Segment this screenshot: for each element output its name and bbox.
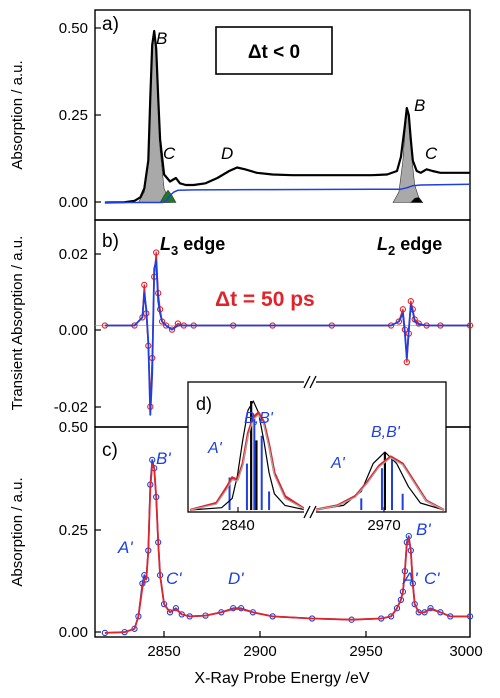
panel-c-series-red bbox=[104, 463, 470, 634]
panel-b-ylabel: Transient Absorption / a.u. bbox=[9, 236, 26, 411]
panel-b-red-point bbox=[162, 322, 170, 329]
panel-a-fill-1 bbox=[159, 189, 177, 203]
panel-b-red-point bbox=[395, 318, 403, 325]
panel-c-ytick: 0.00 bbox=[59, 624, 88, 641]
inset-left-series-black bbox=[189, 400, 307, 511]
l3-edge-word: edge bbox=[178, 234, 225, 254]
panel-c-ylabel: Absorption / a.u. bbox=[9, 477, 26, 586]
inset-x-tick-label: 2840 bbox=[221, 517, 254, 534]
x-tick-label: 2950 bbox=[349, 643, 382, 660]
x-tick-label: 2850 bbox=[147, 643, 180, 660]
l2-edge-word: edge bbox=[395, 234, 442, 254]
l2-edge-label: L2 edge bbox=[377, 234, 442, 258]
panel-c-ytick: 0.25 bbox=[59, 522, 88, 539]
inset-axis-break-top bbox=[303, 375, 317, 389]
panel-c-plot bbox=[101, 456, 474, 637]
panel-c-blue-point bbox=[393, 605, 401, 612]
peak-label: B' bbox=[416, 520, 431, 539]
delay-label: Δt = 50 ps bbox=[215, 288, 315, 311]
inset-peak-label: A' bbox=[207, 440, 223, 457]
panel-a-label: a) bbox=[102, 14, 119, 35]
panel-a-ytick: 0.25 bbox=[59, 107, 88, 124]
peak-label: C bbox=[163, 144, 176, 163]
inset-peak-label: B,B' bbox=[244, 410, 274, 427]
panel-a-plot bbox=[104, 29, 471, 204]
inset-peak-label: B,B' bbox=[371, 424, 401, 441]
panel-c-blue-point bbox=[427, 605, 434, 612]
peak-label: B bbox=[414, 96, 425, 115]
peak-label: B bbox=[156, 29, 167, 48]
inset-axis-break-bottom bbox=[303, 505, 317, 519]
panel-a-ytick: 0.50 bbox=[59, 20, 88, 37]
peak-label: C' bbox=[424, 569, 440, 588]
condition-box bbox=[215, 26, 333, 75]
inset-d-frame bbox=[187, 381, 447, 513]
peak-label: D' bbox=[228, 569, 244, 588]
peak-label: D bbox=[221, 144, 233, 163]
panel-c-blue-point bbox=[166, 609, 174, 616]
peak-label: B' bbox=[156, 449, 171, 468]
x-tick-label: 2900 bbox=[243, 643, 276, 660]
panel-c-blue-point bbox=[172, 605, 180, 612]
condition-label: Δt < 0 bbox=[248, 42, 300, 63]
panel-b-red-point bbox=[168, 326, 176, 333]
l3-edge-letter: L bbox=[160, 234, 171, 254]
l2-edge-letter: L bbox=[377, 234, 388, 254]
panel-c-label: c) bbox=[102, 440, 118, 461]
panel-b-series-blue bbox=[104, 259, 470, 416]
panel-a-ylabel: Absorption / a.u. bbox=[9, 60, 26, 169]
l2-edge-subscript: 2 bbox=[388, 243, 395, 258]
inset-right-series-gray_fill bbox=[313, 457, 445, 511]
peak-label: A' bbox=[402, 569, 418, 588]
panel-b-ytick: -0.02 bbox=[54, 399, 88, 416]
panel-c-ytick: 0.50 bbox=[59, 419, 88, 436]
inset-left-series-gray_fill bbox=[189, 414, 307, 511]
panel-a-ytick: 0.00 bbox=[59, 194, 88, 211]
x-axis-label: X-Ray Probe Energy /eV bbox=[194, 670, 370, 687]
inset-x-tick-label: 2970 bbox=[367, 517, 400, 534]
panel-a-series-blue bbox=[104, 183, 471, 204]
panel-b-plot bbox=[95, 249, 474, 416]
inset-peak-label: A' bbox=[330, 455, 346, 472]
panel-b-label: b) bbox=[102, 231, 119, 252]
panel-b-ytick: 0.00 bbox=[59, 322, 88, 339]
l3-edge-label: L3 edge bbox=[160, 234, 225, 258]
peak-label: C' bbox=[166, 569, 182, 588]
panel-a-series-black bbox=[104, 29, 470, 204]
x-tick-label: 3000 bbox=[449, 643, 482, 660]
panel-b-ytick: 0.02 bbox=[59, 246, 88, 263]
inset-d-plot bbox=[189, 400, 445, 512]
l3-edge-subscript: 3 bbox=[171, 243, 178, 258]
panel-a-fill-3 bbox=[410, 196, 424, 203]
peak-label: C bbox=[425, 144, 438, 163]
peak-label: A' bbox=[117, 538, 133, 557]
inset-d-label: d) bbox=[196, 394, 212, 414]
